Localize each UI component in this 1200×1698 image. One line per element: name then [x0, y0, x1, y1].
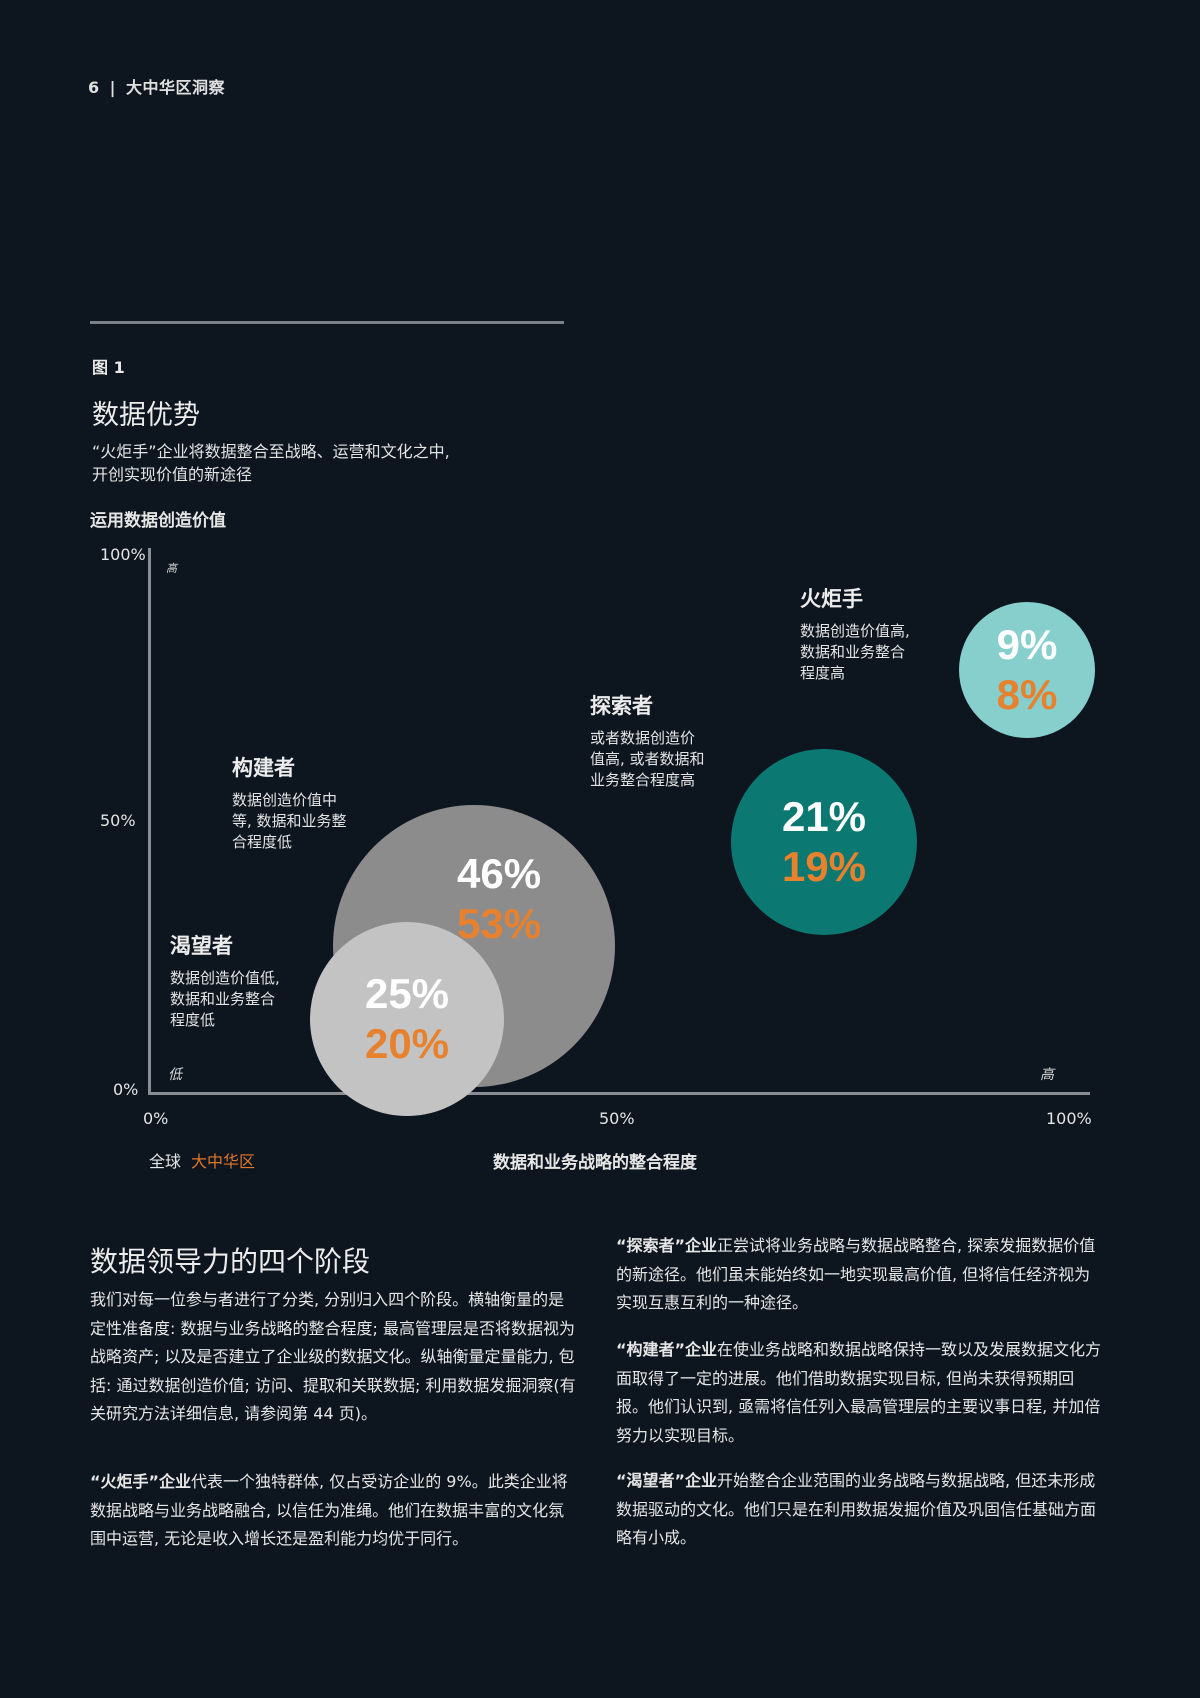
x-tick-0: 0%	[143, 1109, 169, 1128]
global-pct: 21%	[781, 793, 867, 840]
header-section: 大中华区洞察	[125, 78, 225, 97]
intro-paragraph: 我们对每一位参与者进行了分类, 分别归入四个阶段。横轴衡量的是定性准备度: 数据…	[90, 1290, 576, 1423]
page-number: 6	[88, 78, 100, 97]
figure-divider	[90, 321, 564, 324]
aspirant-body: 开始整合企业范围的业务战略与数据战略, 但还未形成数据驱动的文化。他们只是在利用…	[616, 1471, 1097, 1547]
desc-line: 等, 数据和业务整	[232, 812, 347, 830]
segment-title: 探索者	[590, 694, 653, 718]
gc-pct: 8%	[996, 671, 1058, 718]
desc-line: 数据和业务整合	[800, 643, 906, 661]
desc-line: 合程度低	[232, 833, 293, 851]
desc-line: 数据和业务整合	[170, 990, 276, 1008]
y-high-label: 高	[166, 562, 177, 575]
torchbearer-body: 代表一个独特群体, 仅占受访企业的 9%。此类企业将数据战略与业务战略融合, 以…	[90, 1472, 568, 1548]
segment-desc: 或者数据创造价 值高, 或者数据和 业务整合程度高	[590, 728, 705, 791]
segment-label-aspirant: 渴望者 数据创造价值低, 数据和业务整合 程度低	[170, 930, 280, 1031]
y-tick-50: 50%	[100, 811, 136, 830]
segment-desc: 数据创造价值低, 数据和业务整合 程度低	[170, 968, 280, 1031]
gc-pct: 53%	[457, 900, 542, 947]
segment-title: 火炬手	[800, 587, 863, 611]
desc-line: 数据创造价值中	[232, 791, 338, 809]
segment-label-builder: 构建者 数据创造价值中 等, 数据和业务整 合程度低	[232, 752, 347, 853]
bubble-aspirant: 25% 20%	[310, 922, 504, 1116]
desc-line: 数据创造价值低,	[170, 969, 280, 987]
builder-paragraph: “构建者”企业在使业务战略和数据战略保持一致以及发展数据文化方面取得了一定的进展…	[616, 1336, 1102, 1450]
chart-legend: 全球 大中华区	[149, 1148, 255, 1172]
global-pct: 46%	[457, 850, 542, 897]
x-high-label: 高	[1040, 1067, 1054, 1083]
builder-values: 46% 53%	[457, 853, 541, 945]
y-axis-title: 运用数据创造价值	[90, 511, 226, 531]
segment-label-torchbearer: 火炬手 数据创造价值高, 数据和业务整合 程度高	[800, 583, 910, 684]
segment-desc: 数据创造价值中 等, 数据和业务整 合程度低	[232, 790, 347, 853]
global-pct: 25%	[364, 970, 450, 1017]
x-tick-100: 100%	[1046, 1109, 1092, 1128]
desc-line: 程度低	[170, 1011, 216, 1029]
torchbearer-paragraph: “火炬手”企业代表一个独特群体, 仅占受访企业的 9%。此类企业将数据战略与业务…	[90, 1468, 576, 1554]
x-axis-title: 数据和业务战略的整合程度	[493, 1153, 697, 1173]
y-tick-0: 0%	[113, 1080, 139, 1099]
explorer-lead: “探索者”企业	[616, 1236, 718, 1255]
bubble-explorer: 21% 19%	[731, 749, 917, 935]
builder-lead: “构建者”企业	[616, 1340, 718, 1359]
desc-line: 值高, 或者数据和	[590, 750, 705, 768]
figure-subtitle-line: 开创实现价值的新途径	[92, 465, 253, 484]
explorer-paragraph: “探索者”企业正尝试将业务战略与数据战略整合, 探索发掘数据价值的新途径。他们虽…	[616, 1232, 1102, 1318]
segment-title: 渴望者	[170, 934, 233, 958]
figure-subtitle-line: “火炬手”企业将数据整合至战略、运营和文化之中,	[92, 442, 450, 461]
figure-title: 数据优势	[92, 400, 200, 431]
desc-line: 程度高	[800, 664, 846, 682]
segment-desc: 数据创造价值高, 数据和业务整合 程度高	[800, 621, 910, 684]
torchbearer-lead: “火炬手”企业	[90, 1472, 192, 1491]
desc-line: 数据创造价值高,	[800, 622, 910, 640]
y-tick-100: 100%	[100, 545, 146, 564]
bubble-torchbearer: 9% 8%	[959, 602, 1095, 738]
x-axis-line	[148, 1092, 1090, 1095]
builder-body: 在使业务战略和数据战略保持一致以及发展数据文化方面取得了一定的进展。他们借助数据…	[616, 1340, 1102, 1445]
legend-global: 全球	[149, 1152, 182, 1171]
x-low-label: 低	[168, 1067, 182, 1083]
segment-title: 构建者	[232, 756, 295, 780]
gc-pct: 19%	[781, 843, 867, 890]
desc-line: 业务整合程度高	[590, 771, 696, 789]
y-axis-line	[148, 548, 151, 1095]
segment-label-explorer: 探索者 或者数据创造价 值高, 或者数据和 业务整合程度高	[590, 690, 705, 791]
global-pct: 9%	[996, 621, 1058, 668]
aspirant-lead: “渴望者”企业	[616, 1471, 718, 1490]
section-title: 数据领导力的四个阶段	[90, 1245, 371, 1278]
aspirant-paragraph: “渴望者”企业开始整合企业范围的业务战略与数据战略, 但还未形成数据驱动的文化。…	[616, 1467, 1102, 1553]
header-separator: |	[109, 78, 116, 97]
desc-line: 或者数据创造价	[590, 729, 696, 747]
x-tick-50: 50%	[599, 1109, 635, 1128]
figure-subtitle: “火炬手”企业将数据整合至战略、运营和文化之中, 开创实现价值的新途径	[92, 440, 552, 486]
gc-pct: 20%	[364, 1020, 450, 1067]
explorer-body: 正尝试将业务战略与数据战略整合, 探索发掘数据价值的新途径。他们虽未能始终如一地…	[616, 1236, 1096, 1312]
figure-label: 图 1	[92, 358, 125, 377]
legend-greater-china: 大中华区	[191, 1152, 256, 1171]
page-header: 6 | 大中华区洞察	[88, 74, 225, 98]
